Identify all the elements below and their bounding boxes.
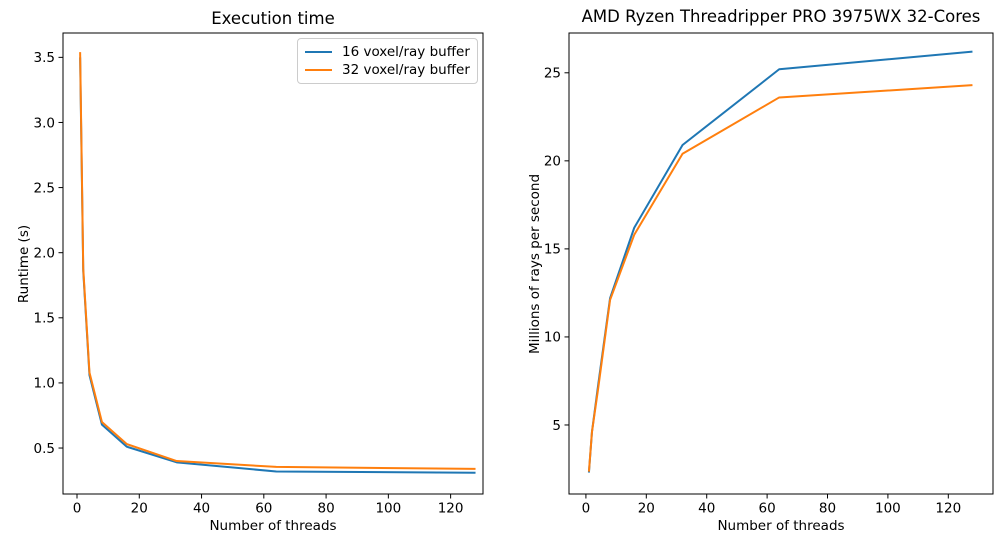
x-tick-label: 120 [935, 501, 961, 517]
legend-line-sample-orange [305, 68, 332, 72]
x-tick-label: 40 [698, 501, 715, 517]
x-tick-label: 0 [582, 501, 591, 517]
x-tick-label: 120 [438, 501, 464, 517]
axes-spines [62, 32, 484, 495]
left-chart-xlabel: Number of threads [209, 518, 337, 534]
x-tick-label: 100 [875, 501, 901, 517]
left-chart-ylabel: Runtime (s) [16, 224, 32, 304]
x-tick-label: 40 [193, 501, 210, 517]
x-tick-label: 20 [638, 501, 655, 517]
right-chart-xlabel: Number of threads [717, 518, 845, 534]
y-tick-label: 20 [544, 154, 561, 170]
y-tick-label: 10 [544, 330, 561, 346]
left-chart-title: Execution time [211, 9, 335, 28]
legend-entry-32: 32 voxel/ray buffer [305, 62, 470, 78]
series-line [79, 52, 476, 470]
series-line [587, 84, 973, 472]
x-tick-label: 0 [73, 501, 82, 517]
legend: 16 voxel/ray buffer 32 voxel/ray buffer [297, 38, 478, 84]
x-tick-label: 20 [131, 501, 148, 517]
y-tick-label: 5 [552, 418, 561, 434]
legend-label: 32 voxel/ray buffer [342, 62, 470, 78]
x-tick-label: 80 [819, 501, 836, 517]
y-tick-label: 1.0 [34, 376, 55, 392]
legend-entry-16: 16 voxel/ray buffer [305, 44, 470, 60]
series-line [79, 57, 476, 474]
y-tick-label: 0.5 [34, 441, 55, 457]
y-tick-label: 2.5 [34, 180, 55, 196]
x-tick-label: 100 [375, 501, 401, 517]
y-tick-label: 3.0 [34, 115, 55, 131]
y-tick-label: 2.0 [34, 245, 55, 261]
right-chart-title: AMD Ryzen Threadripper PRO 3975WX 32-Cor… [581, 7, 981, 26]
y-tick-label: 1.5 [34, 311, 55, 327]
y-tick-label: 3.5 [34, 50, 55, 66]
y-tick-label: 25 [544, 66, 561, 82]
x-tick-label: 60 [255, 501, 272, 517]
x-tick-label: 80 [317, 501, 334, 517]
series-line [587, 50, 973, 473]
legend-line-sample-blue [305, 50, 332, 54]
right-chart-ylabel: Millions of rays per second [527, 173, 543, 355]
x-tick-label: 60 [759, 501, 776, 517]
legend-label: 16 voxel/ray buffer [342, 44, 470, 60]
axes-spines [568, 32, 994, 495]
y-tick-label: 15 [544, 242, 561, 258]
